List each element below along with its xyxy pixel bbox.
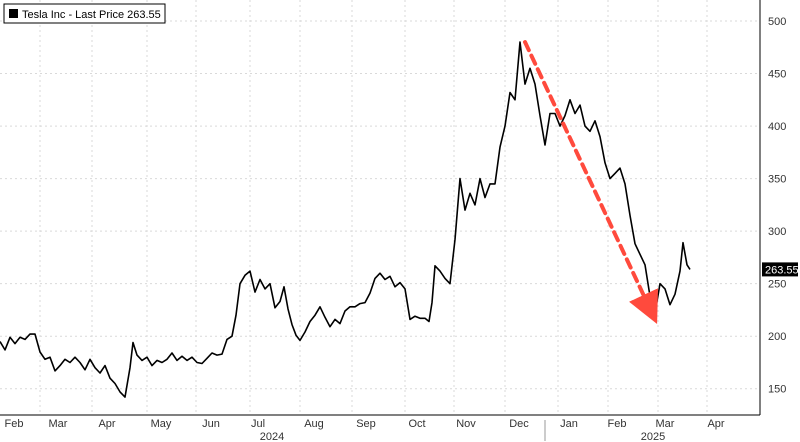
x-tick-label: Apr bbox=[707, 418, 724, 430]
line-layer bbox=[0, 41, 691, 398]
annotation-layer bbox=[523, 40, 659, 324]
x-tick-label: Feb bbox=[608, 418, 627, 430]
legend-label: Tesla Inc - Last Price 263.55 bbox=[22, 9, 161, 21]
price-line bbox=[0, 41, 691, 398]
y-tick-label: 450 bbox=[768, 69, 786, 81]
x-tick-label: Aug bbox=[304, 418, 324, 430]
y-tick-label: 400 bbox=[768, 121, 786, 133]
last-price-tag: 263.55 bbox=[762, 262, 799, 277]
y-tick-label: 500 bbox=[768, 16, 786, 28]
x-tick-label: May bbox=[151, 418, 172, 430]
x-tick-label: Nov bbox=[456, 418, 476, 430]
year-label: 2024 bbox=[260, 431, 284, 442]
y-tick-label: 300 bbox=[768, 226, 786, 238]
last-price-tag-bg bbox=[762, 262, 798, 277]
trend-arrow bbox=[523, 40, 659, 324]
x-tick-label: Oct bbox=[408, 418, 425, 430]
x-tick-label: Dec bbox=[509, 418, 529, 430]
x-tick-label: Sep bbox=[356, 418, 376, 430]
y-tick-label: 350 bbox=[768, 174, 786, 186]
last-price-label: 263.55 bbox=[765, 264, 799, 276]
x-tick-label: Feb bbox=[5, 418, 24, 430]
x-tick-label: Mar bbox=[656, 418, 675, 430]
legend-frame bbox=[3, 3, 166, 24]
y-tick-label: 250 bbox=[768, 279, 786, 291]
y-tick-label: 150 bbox=[768, 384, 786, 396]
x-tick-label: Jan bbox=[560, 418, 578, 430]
y-tick-label: 200 bbox=[768, 331, 786, 343]
year-label: 2025 bbox=[641, 431, 665, 442]
grid-layer bbox=[0, 0, 760, 415]
x-tick-label: Apr bbox=[98, 418, 115, 430]
x-tick-label: Jul bbox=[251, 418, 265, 430]
x-tick-label: Jun bbox=[202, 418, 220, 430]
legend: Tesla Inc - Last Price 263.55 bbox=[3, 3, 166, 24]
legend-swatch bbox=[9, 9, 18, 18]
x-tick-label: Mar bbox=[49, 418, 68, 430]
